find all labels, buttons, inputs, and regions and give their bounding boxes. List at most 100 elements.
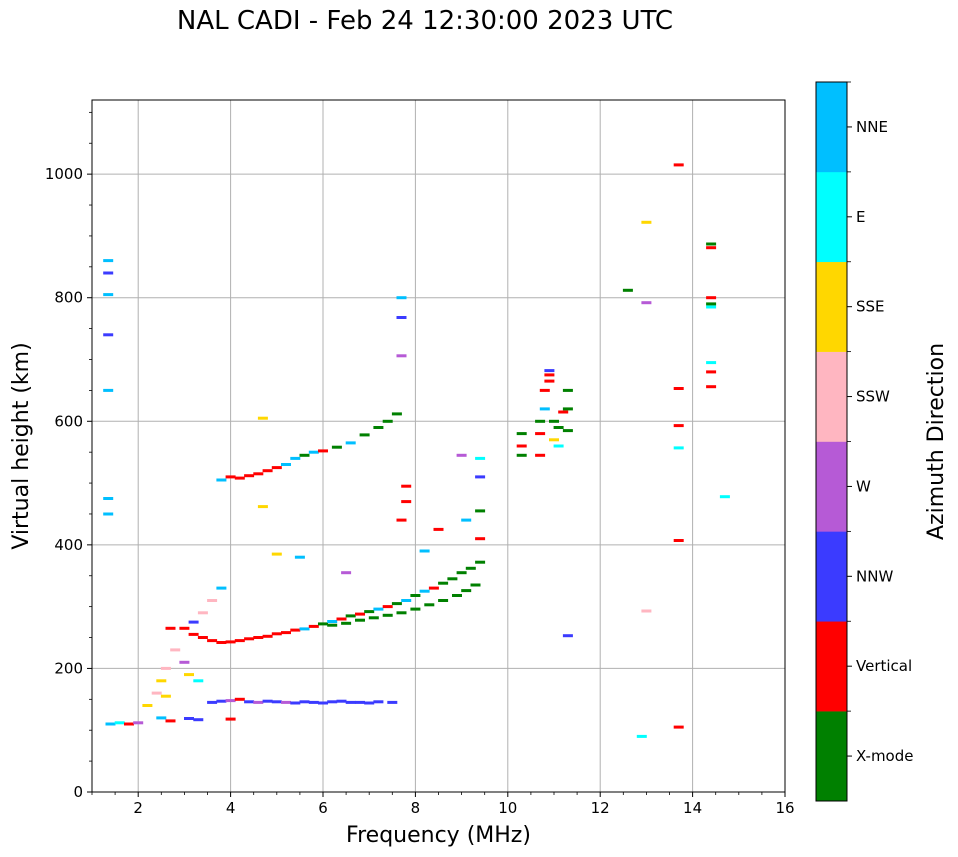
echo-point [179, 660, 190, 664]
echo-point [706, 361, 717, 365]
colorbar-swatch [816, 711, 847, 802]
echo-point [673, 539, 684, 542]
echo-point [281, 700, 291, 704]
echo-point [207, 599, 218, 602]
echo-point [345, 700, 356, 704]
echo-point [165, 719, 176, 723]
echo-point [382, 613, 393, 617]
echo-point [544, 369, 555, 373]
colorbar-swatch [816, 621, 847, 712]
echo-point [197, 611, 208, 615]
echo-point [359, 433, 370, 437]
x-axis-label: Frequency (MHz) [346, 823, 531, 848]
echo-point [475, 456, 486, 460]
y-tick-label: 1000 [45, 165, 83, 183]
y-tick-label: 200 [54, 659, 83, 677]
echo-point [262, 699, 273, 703]
echo-point [103, 333, 114, 337]
y-tick-label: 800 [54, 289, 83, 307]
echo-point [706, 246, 717, 250]
echo-point [549, 438, 559, 442]
echo-point [188, 632, 199, 636]
axis-ticks: 2 4 6 8 10 12 14 16 0 200 400 600 800 1000 [45, 111, 795, 817]
echo-point [535, 432, 546, 436]
echo-point [156, 679, 167, 683]
echo-point [355, 618, 365, 622]
echo-point [355, 700, 365, 704]
echo-point [562, 634, 573, 638]
echo-point [461, 589, 472, 593]
echo-point [719, 495, 730, 499]
echo-point [103, 259, 114, 263]
echo-point [327, 620, 338, 623]
echo-point [197, 636, 208, 639]
echo-point [706, 302, 717, 306]
echo-point [234, 697, 245, 701]
echo-point [114, 721, 125, 725]
echo-point [336, 699, 347, 703]
echo-point [341, 571, 352, 575]
echo-point [641, 220, 652, 224]
echo-point [156, 716, 167, 720]
echo-point [452, 594, 462, 597]
echo-point [535, 419, 546, 423]
echo-point [706, 242, 717, 246]
echo-point [345, 614, 356, 618]
echo-point [373, 700, 384, 704]
echo-point [105, 722, 116, 726]
echo-point [419, 549, 430, 553]
y-axis-label: Virtual height (km) [9, 342, 34, 549]
echo-point [103, 512, 114, 516]
echo-point [327, 623, 338, 627]
echo-point [184, 717, 194, 720]
colorbar-label: Vertical [856, 657, 912, 675]
y-tick-label: 400 [54, 536, 83, 554]
echo-point [299, 700, 310, 704]
echo-point [193, 718, 204, 722]
echo-point [387, 700, 398, 704]
echo-point [706, 296, 717, 300]
echo-point [234, 639, 245, 643]
echo-point [382, 419, 393, 423]
echo-point [396, 611, 407, 615]
echo-point [433, 527, 444, 531]
echo-point [673, 424, 684, 428]
x-tick-label: 16 [775, 799, 794, 817]
echo-point [539, 388, 550, 392]
echo-point [257, 505, 268, 509]
colorbar-swatch [816, 531, 847, 622]
echo-point [336, 617, 347, 621]
y-tick-label: 600 [54, 412, 83, 430]
echo-point [562, 429, 573, 433]
echo-point [475, 509, 486, 513]
x-tick-label: 14 [683, 799, 702, 817]
echo-point [103, 293, 114, 297]
echo-point [558, 410, 569, 414]
colorbar-swatch [816, 171, 847, 263]
chart-title: NAL CADI - Feb 24 12:30:00 2023 UTC [176, 6, 674, 36]
echo-point [308, 624, 319, 628]
echo-point [244, 700, 255, 704]
echo-point [456, 571, 467, 575]
echo-point [234, 476, 245, 480]
echo-point [544, 379, 555, 383]
echo-point [562, 388, 573, 392]
echo-point [673, 725, 684, 729]
echo-point [401, 500, 412, 504]
echo-point [341, 621, 352, 625]
echo-point [447, 577, 458, 581]
echo-point [225, 717, 236, 721]
colorbar-swatch [816, 261, 847, 352]
echo-point [549, 419, 559, 423]
echo-point [470, 583, 481, 587]
colorbar-label: X-mode [856, 747, 913, 765]
echo-point [461, 518, 472, 522]
echo-point [373, 426, 384, 429]
echo-point [299, 453, 310, 457]
echo-point [290, 456, 301, 460]
colorbar-swatch [816, 351, 847, 442]
echo-point [244, 637, 255, 641]
echo-point [271, 632, 282, 636]
echo-point [207, 700, 218, 704]
